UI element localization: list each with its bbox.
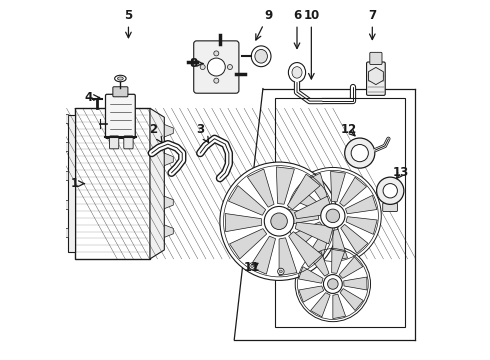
Circle shape: [264, 206, 294, 236]
Bar: [64, 142, 68, 151]
Text: 11: 11: [244, 261, 260, 274]
Polygon shape: [276, 167, 294, 204]
Bar: [64, 171, 68, 180]
Circle shape: [220, 162, 338, 280]
Text: 13: 13: [393, 166, 409, 179]
FancyBboxPatch shape: [113, 87, 128, 97]
Circle shape: [227, 64, 232, 69]
Polygon shape: [311, 293, 330, 317]
Bar: [275, 98, 405, 327]
Polygon shape: [164, 225, 173, 237]
Circle shape: [207, 58, 225, 76]
Polygon shape: [228, 186, 266, 215]
Polygon shape: [225, 213, 262, 232]
Circle shape: [295, 246, 370, 321]
Ellipse shape: [255, 49, 268, 63]
Circle shape: [251, 265, 254, 267]
Text: 12: 12: [341, 123, 357, 136]
Text: 9: 9: [256, 9, 272, 40]
Text: 5: 5: [124, 9, 133, 38]
Polygon shape: [289, 210, 318, 224]
Text: 4: 4: [85, 91, 99, 104]
Polygon shape: [333, 229, 347, 260]
FancyBboxPatch shape: [105, 94, 135, 138]
Text: 2: 2: [149, 123, 162, 143]
Polygon shape: [293, 222, 323, 247]
Circle shape: [249, 263, 255, 269]
FancyBboxPatch shape: [194, 41, 239, 93]
Bar: [64, 228, 68, 237]
Bar: [64, 200, 68, 209]
Polygon shape: [279, 238, 297, 276]
Text: 10: 10: [303, 9, 319, 79]
Polygon shape: [249, 236, 275, 274]
Text: 7: 7: [368, 9, 376, 40]
Polygon shape: [229, 229, 267, 259]
Polygon shape: [340, 289, 363, 311]
Circle shape: [200, 64, 205, 69]
Polygon shape: [299, 286, 324, 302]
Polygon shape: [292, 187, 322, 211]
Ellipse shape: [289, 63, 306, 82]
Polygon shape: [341, 224, 368, 253]
Text: 3: 3: [196, 123, 209, 143]
Polygon shape: [343, 277, 367, 290]
Circle shape: [214, 51, 219, 56]
Polygon shape: [287, 174, 320, 210]
Polygon shape: [295, 222, 333, 244]
Polygon shape: [247, 169, 274, 207]
Polygon shape: [307, 173, 329, 204]
Polygon shape: [331, 171, 345, 202]
Text: 8: 8: [189, 57, 203, 70]
FancyBboxPatch shape: [109, 136, 119, 149]
FancyBboxPatch shape: [370, 52, 382, 64]
Polygon shape: [294, 196, 333, 219]
Bar: [68, 116, 74, 252]
Polygon shape: [298, 267, 323, 283]
Circle shape: [285, 167, 381, 264]
Polygon shape: [309, 228, 330, 259]
Circle shape: [326, 209, 340, 222]
Circle shape: [344, 138, 375, 168]
Circle shape: [383, 184, 397, 198]
Polygon shape: [340, 177, 367, 206]
Circle shape: [321, 204, 345, 228]
Circle shape: [328, 279, 338, 289]
FancyBboxPatch shape: [367, 62, 385, 95]
Bar: [64, 114, 68, 123]
Polygon shape: [164, 153, 173, 166]
Circle shape: [351, 144, 368, 162]
FancyBboxPatch shape: [383, 203, 397, 212]
Polygon shape: [150, 108, 164, 259]
Circle shape: [323, 275, 343, 293]
Text: 1: 1: [71, 177, 84, 190]
Circle shape: [278, 268, 284, 275]
Bar: [74, 108, 150, 259]
Polygon shape: [164, 196, 173, 209]
Polygon shape: [345, 195, 377, 214]
Ellipse shape: [118, 77, 123, 80]
Circle shape: [214, 78, 219, 83]
Polygon shape: [346, 217, 377, 234]
Polygon shape: [289, 232, 322, 267]
Polygon shape: [164, 125, 173, 137]
Circle shape: [271, 213, 287, 230]
Ellipse shape: [251, 46, 271, 67]
Polygon shape: [310, 251, 329, 276]
Polygon shape: [333, 294, 345, 319]
Ellipse shape: [115, 75, 126, 82]
Circle shape: [279, 270, 282, 273]
Polygon shape: [332, 249, 344, 273]
FancyBboxPatch shape: [124, 136, 133, 149]
Ellipse shape: [292, 67, 302, 78]
Circle shape: [377, 177, 404, 204]
Polygon shape: [339, 257, 363, 278]
Text: 6: 6: [293, 9, 301, 49]
